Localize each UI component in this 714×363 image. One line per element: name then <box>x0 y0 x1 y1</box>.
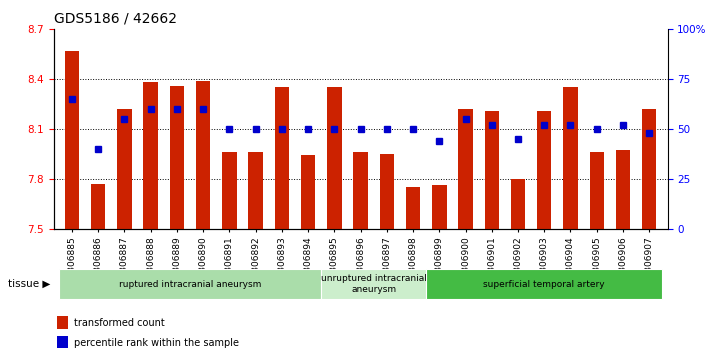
Text: percentile rank within the sample: percentile rank within the sample <box>74 338 238 348</box>
Bar <box>321 269 426 299</box>
Text: transformed count: transformed count <box>74 318 164 328</box>
Bar <box>353 152 368 229</box>
Bar <box>170 86 184 229</box>
Bar <box>615 151 630 229</box>
Bar <box>248 152 263 229</box>
Bar <box>563 87 578 229</box>
Bar <box>65 51 79 229</box>
Bar <box>590 152 604 229</box>
Bar <box>511 179 526 229</box>
Bar <box>537 111 551 229</box>
Text: unruptured intracranial
aneurysm: unruptured intracranial aneurysm <box>321 274 427 294</box>
Text: ruptured intracranial aneurysm: ruptured intracranial aneurysm <box>119 280 261 289</box>
Bar <box>642 109 656 229</box>
Text: superficial temporal artery: superficial temporal artery <box>483 280 605 289</box>
Bar <box>144 82 158 229</box>
Bar <box>117 109 131 229</box>
Bar <box>485 111 499 229</box>
Bar <box>406 187 421 229</box>
Bar <box>301 155 316 229</box>
Bar <box>196 81 211 229</box>
Bar <box>458 109 473 229</box>
Bar <box>222 152 236 229</box>
Bar <box>59 269 321 299</box>
Bar <box>275 87 289 229</box>
Bar <box>432 185 446 229</box>
Bar <box>380 154 394 229</box>
Bar <box>426 269 663 299</box>
Bar <box>91 184 106 229</box>
Text: GDS5186 / 42662: GDS5186 / 42662 <box>54 11 176 25</box>
Text: tissue ▶: tissue ▶ <box>8 279 50 289</box>
Bar <box>327 87 341 229</box>
